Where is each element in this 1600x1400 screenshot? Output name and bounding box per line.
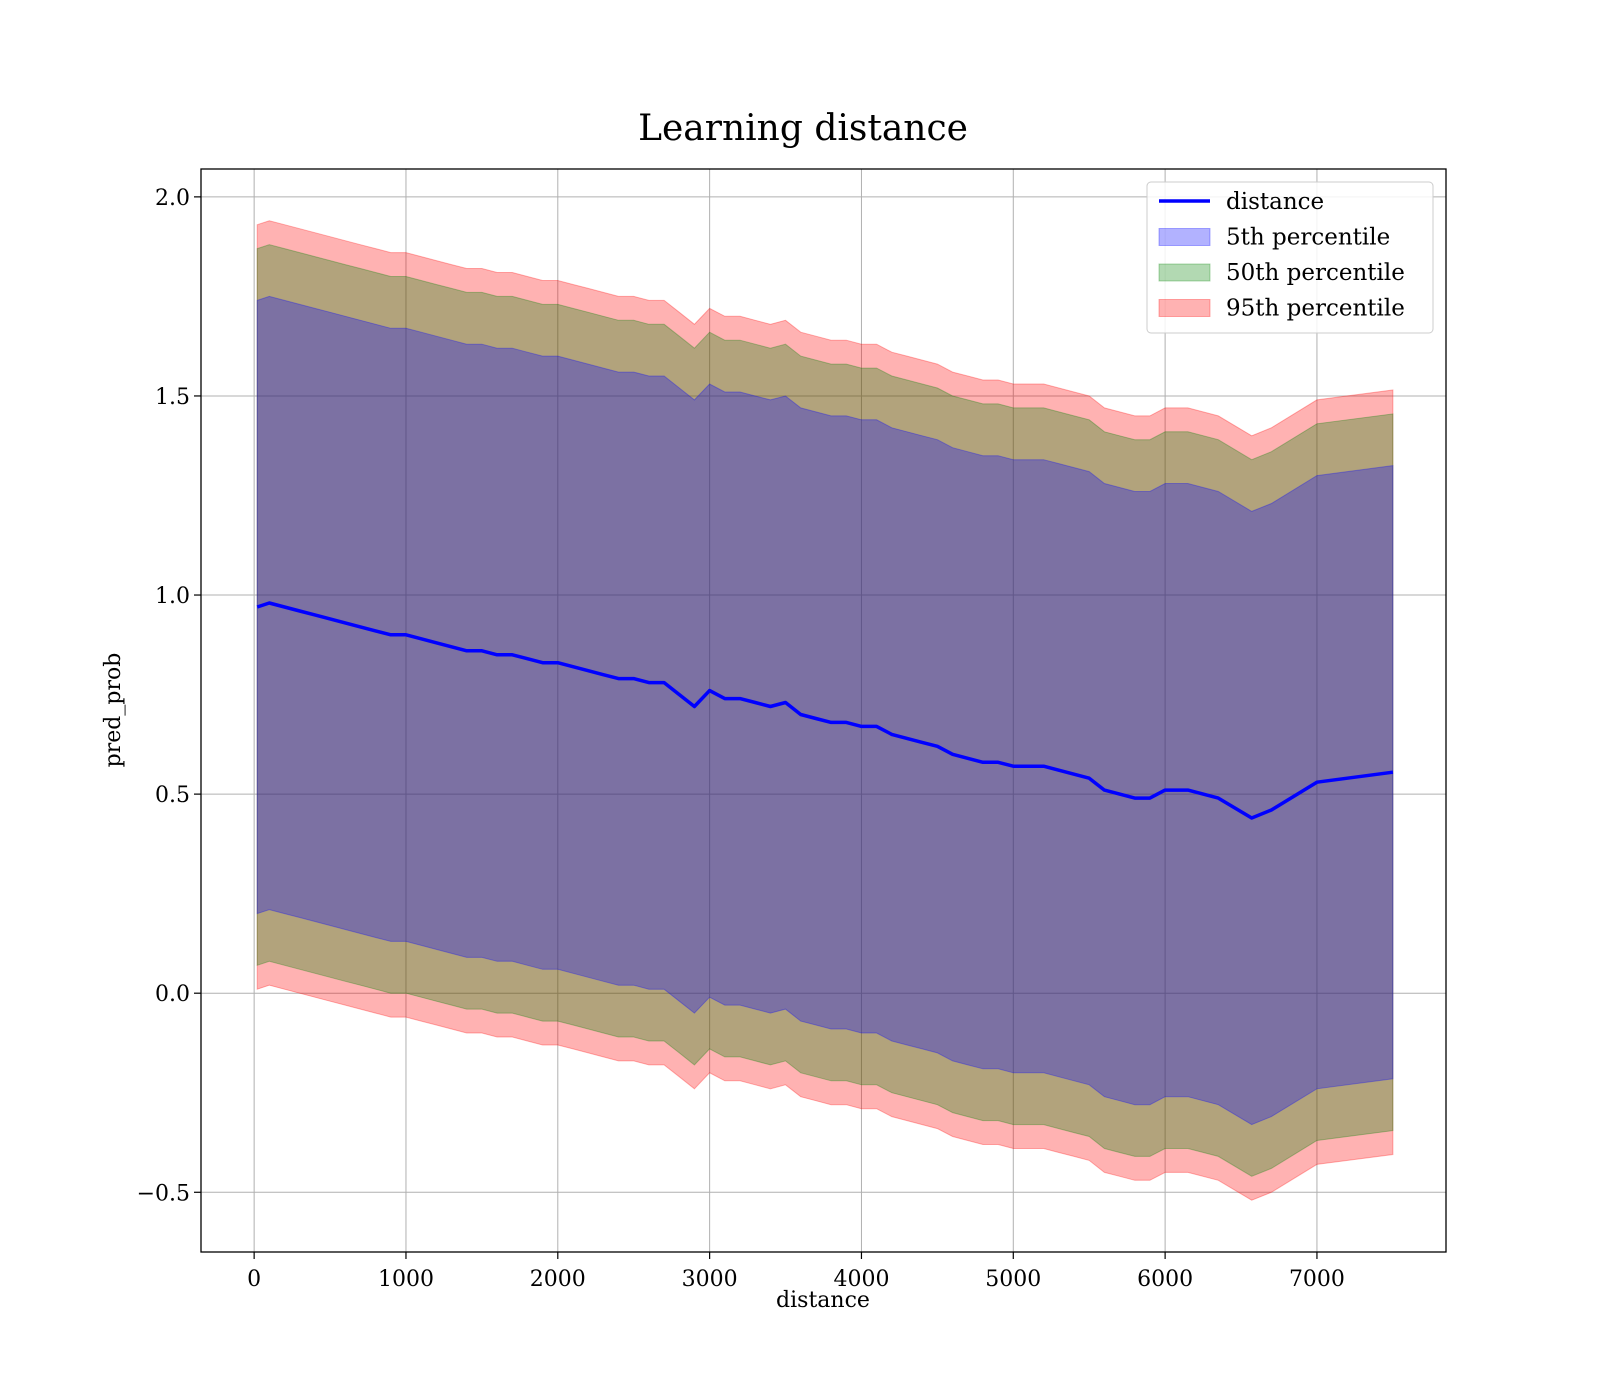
x-tick-label: 0 — [247, 1267, 261, 1292]
x-tick-label: 7000 — [1289, 1267, 1345, 1292]
legend: distance 5th percentile 50th percentile 95t… — [1146, 181, 1434, 334]
x-tick-label: 3000 — [682, 1267, 738, 1292]
legend-swatch-band — [1158, 228, 1211, 246]
x-tick-label: 2000 — [530, 1267, 586, 1292]
legend-swatch-band — [1158, 263, 1211, 282]
legend-box — [1146, 181, 1434, 334]
band-5th-percentile — [256, 295, 1394, 1126]
y-tick-label: 2.0 — [155, 186, 190, 211]
y-tick-label: 1.5 — [155, 385, 190, 410]
legend-swatch-band — [1158, 299, 1211, 317]
x-tick-label: 6000 — [1137, 1267, 1193, 1292]
x-tick-label: 1000 — [378, 1267, 434, 1292]
grid — [201, 169, 1446, 1252]
percentile-bands — [256, 220, 1394, 1201]
legend-label: 95th percentile — [1226, 296, 1405, 322]
y-tick-label: 0.0 — [155, 982, 190, 1007]
legend-label: distance — [1226, 189, 1324, 215]
band-50th-percentile — [256, 244, 1394, 1177]
x-tick-label: 5000 — [985, 1267, 1041, 1292]
chart-title: Learning distance — [638, 108, 968, 149]
y-tick-label: 0.5 — [155, 783, 190, 808]
y-tick-label: −0.5 — [137, 1181, 190, 1206]
line-distance — [256, 601, 1394, 820]
plot-frame — [200, 168, 1447, 1253]
x-axis-ticks: 0 1000 2000 3000 4000 5000 6000 7000 — [247, 1252, 1345, 1292]
y-axis-ticks: −0.5 0.0 0.5 1.0 1.5 2.0 — [137, 186, 201, 1206]
y-tick-label: 1.0 — [155, 584, 190, 609]
x-tick-label: 4000 — [833, 1267, 889, 1292]
y-axis-label: pred_prob — [101, 653, 126, 768]
legend-label: 5th percentile — [1226, 225, 1390, 251]
x-axis-label: distance — [776, 1288, 870, 1313]
series-lines — [256, 601, 1394, 820]
band-95th-percentile — [256, 220, 1394, 1201]
legend-label: 50th percentile — [1226, 260, 1405, 286]
